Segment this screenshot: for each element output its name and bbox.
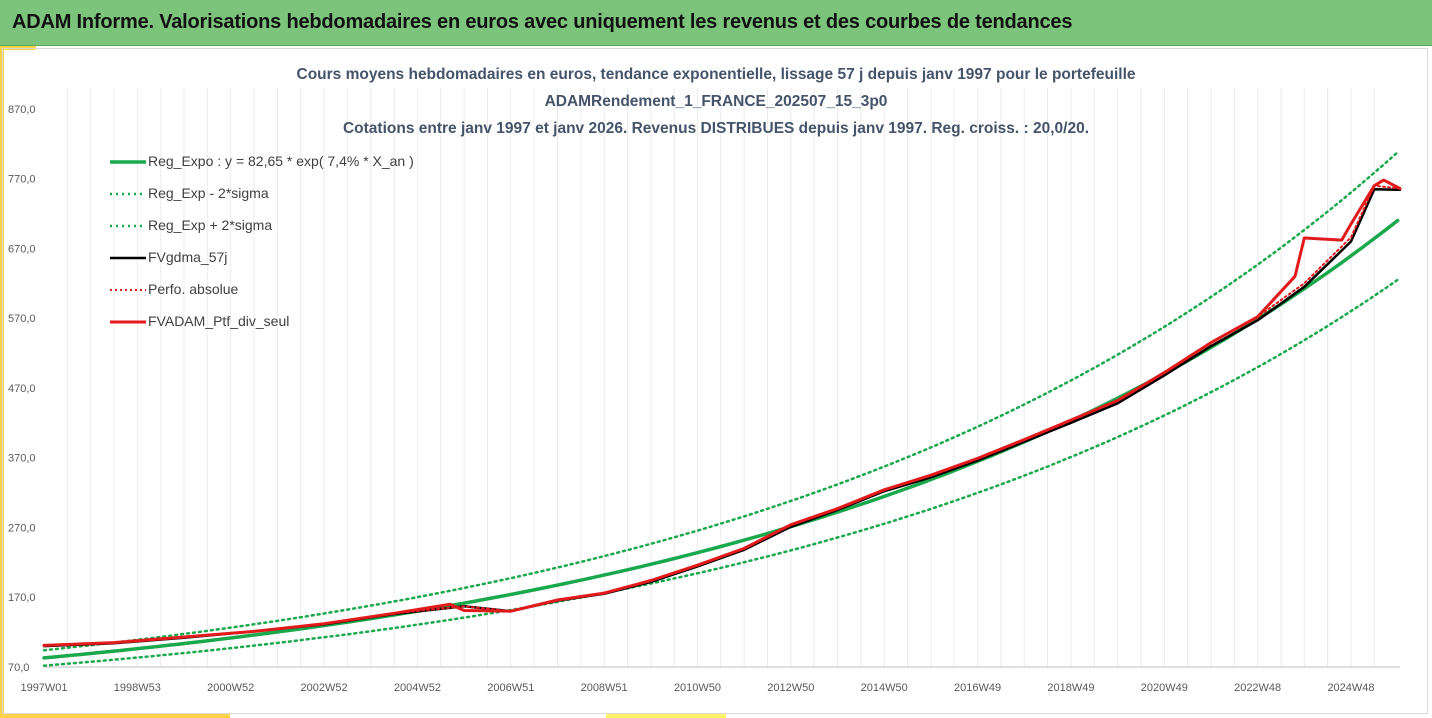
- y-tick-label: 270,0: [8, 522, 36, 534]
- series-line-5: [42, 178, 1402, 647]
- legend-label: Reg_Expo : y = 82,65 * exp( 7,4% * X_an …: [148, 153, 414, 169]
- series-lines: [42, 150, 1402, 667]
- x-tick-label: 2004W52: [394, 682, 441, 694]
- x-tick-label: 2012W50: [767, 682, 814, 694]
- x-tick-label: 2020W49: [1141, 682, 1188, 694]
- y-tick-label: 370,0: [8, 453, 36, 465]
- y-tick-label: 470,0: [8, 383, 36, 395]
- x-tick-label: 2000W52: [207, 682, 254, 694]
- chart-area: [2, 48, 1428, 714]
- x-tick-label: 2010W50: [674, 682, 721, 694]
- gridlines: [66, 88, 1375, 667]
- accent-bar-bottom: [0, 713, 230, 718]
- legend-label: Reg_Exp + 2*sigma: [148, 217, 273, 233]
- x-tick-label: 2008W51: [581, 682, 628, 694]
- legend-swatches: [110, 160, 146, 324]
- legend-label: Perfo. absolue: [148, 281, 239, 297]
- banner: ADAM Informe. Valorisations hebdomadaire…: [0, 0, 1432, 46]
- banner-title: ADAM Informe. Valorisations hebdomadaire…: [12, 11, 1073, 33]
- chart-title-line-1: Cours moyens hebdomadaires en euros, ten…: [296, 66, 1136, 83]
- x-tick-label: 2014W50: [861, 682, 908, 694]
- x-tick-label: 2016W49: [954, 682, 1001, 694]
- y-tick-label: 70,0: [8, 662, 29, 674]
- series-line-1: [42, 278, 1399, 667]
- y-tick-label: 870,0: [8, 104, 36, 116]
- x-tick-label: 1998W53: [114, 682, 161, 694]
- series-line-4: [43, 184, 1401, 647]
- tick-labels: 70,0 170,0 270,0 370,0 470,0 570,0 670,0 770,0 8…: [8, 104, 1375, 694]
- legend-label: Reg_Exp - 2*sigma: [148, 185, 269, 201]
- chart-title-line-3: Cotations entre janv 1997 et janv 2026. …: [342, 120, 1090, 137]
- x-tick-label: 2018W49: [1047, 682, 1094, 694]
- accent-bar-bottom-2: [606, 713, 726, 718]
- y-tick-label: 770,0: [8, 174, 36, 186]
- legend-label: FVADAM_Ptf_div_seul: [148, 313, 290, 329]
- x-tick-label: 1997W01: [20, 682, 67, 694]
- legend-label: FVgdma_57j: [148, 249, 228, 265]
- x-tick-label: 2024W48: [1327, 682, 1374, 694]
- x-tick-label: 2006W51: [487, 682, 534, 694]
- y-tick-label: 570,0: [8, 313, 36, 325]
- x-tick-label: 2022W48: [1234, 682, 1281, 694]
- series-line-3: [42, 187, 1402, 648]
- y-tick-label: 170,0: [8, 592, 36, 604]
- chart-title-line-2: ADAMRendement_1_FRANCE_202507_15_3p0: [544, 93, 888, 110]
- x-tick-label: 2002W52: [301, 682, 348, 694]
- series-line-2: [42, 150, 1399, 652]
- y-tick-label: 670,0: [8, 243, 36, 255]
